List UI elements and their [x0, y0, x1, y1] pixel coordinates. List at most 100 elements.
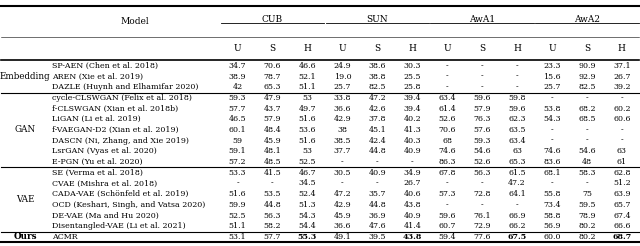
- Text: 48.1: 48.1: [264, 147, 282, 155]
- Text: SP-AEN (Chen et al. 2018): SP-AEN (Chen et al. 2018): [52, 62, 158, 70]
- Text: 48.4: 48.4: [264, 126, 282, 134]
- Text: 65.7: 65.7: [613, 201, 630, 209]
- Text: 36.6: 36.6: [333, 222, 351, 230]
- Text: 19.0: 19.0: [333, 73, 351, 80]
- Text: 34.7: 34.7: [228, 62, 246, 70]
- Text: 30.3: 30.3: [403, 62, 421, 70]
- Text: 62.3: 62.3: [508, 115, 526, 123]
- Text: 62.8: 62.8: [613, 169, 630, 177]
- Text: 59.5: 59.5: [578, 201, 596, 209]
- Text: 51.6: 51.6: [228, 190, 246, 198]
- Text: 38.5: 38.5: [333, 137, 351, 145]
- Text: 39.5: 39.5: [369, 233, 386, 241]
- Text: 53.5: 53.5: [264, 190, 281, 198]
- Text: 83.6: 83.6: [543, 158, 561, 166]
- Text: LiGAN (Li et al. 2019): LiGAN (Li et al. 2019): [52, 115, 141, 123]
- Text: 86.3: 86.3: [438, 158, 456, 166]
- Text: 48.5: 48.5: [264, 158, 281, 166]
- Text: Ours: Ours: [13, 232, 36, 242]
- Text: 39.4: 39.4: [403, 105, 421, 113]
- Text: 75: 75: [582, 190, 592, 198]
- Text: DASCN (Ni, Zhang, and Xie 2019): DASCN (Ni, Zhang, and Xie 2019): [52, 137, 189, 145]
- Text: 39.2: 39.2: [613, 83, 630, 91]
- Text: 63.4: 63.4: [438, 94, 456, 102]
- Text: H: H: [513, 44, 521, 53]
- Text: 52.6: 52.6: [438, 115, 456, 123]
- Text: AwA2: AwA2: [574, 15, 600, 24]
- Text: ACMR: ACMR: [52, 233, 77, 241]
- Text: 56.3: 56.3: [474, 169, 491, 177]
- Text: 15.6: 15.6: [543, 73, 561, 80]
- Text: 82.5: 82.5: [369, 83, 386, 91]
- Text: -: -: [586, 137, 588, 145]
- Text: 37.7: 37.7: [333, 147, 351, 155]
- Text: 56.3: 56.3: [264, 212, 281, 220]
- Text: -: -: [341, 180, 344, 187]
- Text: U: U: [444, 44, 451, 53]
- Text: OCD (Keshari, Singh, and Vatsa 2020): OCD (Keshari, Singh, and Vatsa 2020): [52, 201, 205, 209]
- Text: 53.8: 53.8: [543, 105, 561, 113]
- Text: 52.5: 52.5: [299, 158, 316, 166]
- Text: 43.7: 43.7: [264, 105, 281, 113]
- Text: 63.5: 63.5: [508, 126, 526, 134]
- Text: 40.9: 40.9: [369, 169, 386, 177]
- Text: -: -: [481, 180, 483, 187]
- Text: 36.6: 36.6: [333, 105, 351, 113]
- Text: 65.3: 65.3: [508, 158, 526, 166]
- Text: 47.9: 47.9: [264, 94, 281, 102]
- Text: H: H: [303, 44, 311, 53]
- Text: -: -: [411, 158, 413, 166]
- Text: AwA1: AwA1: [469, 15, 495, 24]
- Text: S: S: [269, 44, 276, 53]
- Text: 40.2: 40.2: [403, 115, 421, 123]
- Text: 65.3: 65.3: [264, 83, 281, 91]
- Text: -: -: [481, 83, 483, 91]
- Text: 38.6: 38.6: [369, 62, 386, 70]
- Text: 23.3: 23.3: [543, 62, 561, 70]
- Text: -: -: [516, 83, 518, 91]
- Text: 59.3: 59.3: [228, 94, 246, 102]
- Text: 61.4: 61.4: [438, 105, 456, 113]
- Text: 24.9: 24.9: [333, 62, 351, 70]
- Text: 58.8: 58.8: [543, 212, 561, 220]
- Text: cycle-CLSWGAN (Felix et al. 2018): cycle-CLSWGAN (Felix et al. 2018): [52, 94, 192, 102]
- Text: 51.1: 51.1: [298, 83, 316, 91]
- Text: H: H: [618, 44, 626, 53]
- Text: E-PGN (Yu et al. 2020): E-PGN (Yu et al. 2020): [52, 158, 143, 166]
- Text: 90.9: 90.9: [578, 62, 596, 70]
- Text: Embedding: Embedding: [0, 72, 51, 81]
- Text: 51.3: 51.3: [299, 201, 316, 209]
- Text: 76.3: 76.3: [474, 115, 491, 123]
- Text: 43.8: 43.8: [403, 201, 421, 209]
- Text: GAN: GAN: [15, 125, 36, 135]
- Text: 42.9: 42.9: [333, 201, 351, 209]
- Text: -: -: [446, 201, 449, 209]
- Text: 51.6: 51.6: [299, 115, 316, 123]
- Text: -: -: [376, 158, 379, 166]
- Text: -: -: [376, 180, 379, 187]
- Text: 53: 53: [303, 94, 312, 102]
- Text: Disentangled-VAE (Li et al. 2021): Disentangled-VAE (Li et al. 2021): [52, 222, 186, 230]
- Text: 46.7: 46.7: [299, 169, 316, 177]
- Text: -: -: [481, 73, 483, 80]
- Text: 40.9: 40.9: [403, 212, 421, 220]
- Text: 42.6: 42.6: [369, 105, 386, 113]
- Text: SUN: SUN: [367, 15, 388, 24]
- Text: 52.1: 52.1: [299, 73, 316, 80]
- Text: 34.9: 34.9: [403, 169, 421, 177]
- Text: 66.2: 66.2: [508, 222, 526, 230]
- Text: U: U: [339, 44, 346, 53]
- Text: 80.2: 80.2: [578, 233, 596, 241]
- Text: 78.7: 78.7: [264, 73, 281, 80]
- Text: 68.2: 68.2: [578, 105, 596, 113]
- Text: 30.5: 30.5: [333, 169, 351, 177]
- Text: CADA-VAE (Schönfeld et al. 2019): CADA-VAE (Schönfeld et al. 2019): [52, 190, 188, 198]
- Text: 59.6: 59.6: [438, 212, 456, 220]
- Text: 63: 63: [512, 147, 522, 155]
- Text: 63.4: 63.4: [508, 137, 526, 145]
- Text: f-VAEGAN-D2 (Xian et al. 2019): f-VAEGAN-D2 (Xian et al. 2019): [52, 126, 179, 134]
- Text: 41.3: 41.3: [403, 126, 421, 134]
- Text: -: -: [446, 83, 449, 91]
- Text: 58.3: 58.3: [578, 169, 596, 177]
- Text: 59.3: 59.3: [474, 137, 491, 145]
